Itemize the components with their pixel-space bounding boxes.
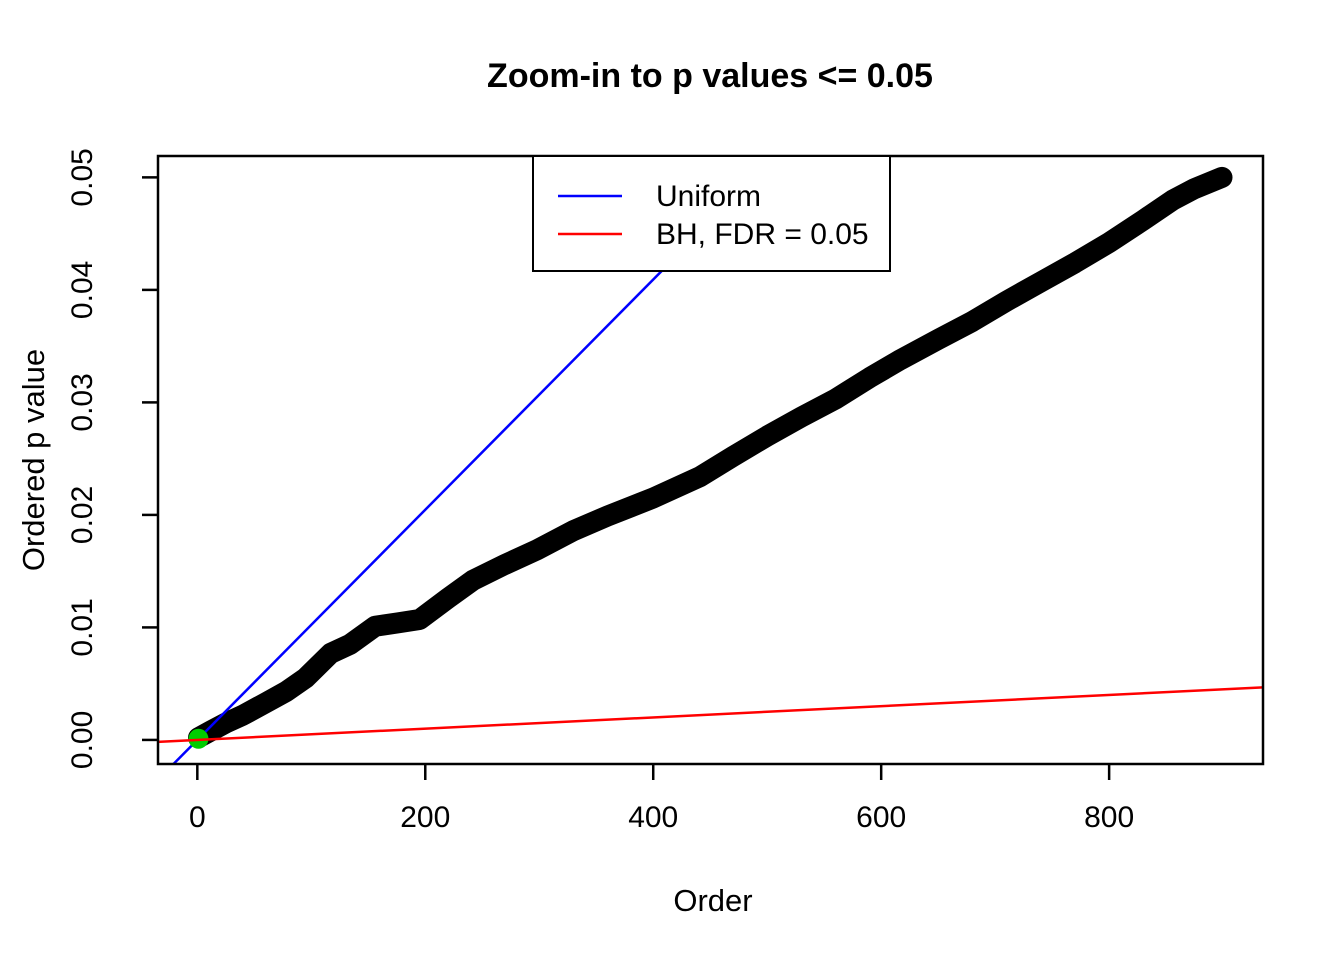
x-tick-label-800: 800 [1084, 801, 1134, 834]
chart-title: Zoom-in to p values <= 0.05 [487, 57, 933, 95]
bh-fdr-reference-line [157, 686, 1264, 744]
legend-box [532, 155, 891, 272]
axis-ticks-layer: 0 200 400 600 800 0.00 0.01 0.02 0.03 0.04 0.05 [66, 148, 1134, 834]
x-tick-label-400: 400 [628, 801, 678, 834]
y-tick-label-0.05: 0.05 [66, 148, 99, 206]
x-tick-label-600: 600 [856, 801, 906, 834]
ordered-p-curve [188, 166, 1233, 749]
x-axis-label: Order [673, 883, 752, 918]
legend-label-uniform: Uniform [656, 180, 761, 213]
y-tick-label-0.03: 0.03 [66, 373, 99, 431]
x-tick-label-0: 0 [189, 801, 206, 834]
y-tick-label-0.00: 0.00 [66, 711, 99, 769]
y-axis-label: Ordered p value [16, 349, 51, 571]
y-tick-label-0.02: 0.02 [66, 486, 99, 544]
y-tick-label-0.01: 0.01 [66, 598, 99, 656]
x-tick-label-200: 200 [400, 801, 450, 834]
legend-label-bh: BH, FDR = 0.05 [656, 218, 869, 251]
y-tick-label-0.04: 0.04 [66, 261, 99, 319]
legend: Uniform BH, FDR = 0.05 [532, 155, 891, 272]
